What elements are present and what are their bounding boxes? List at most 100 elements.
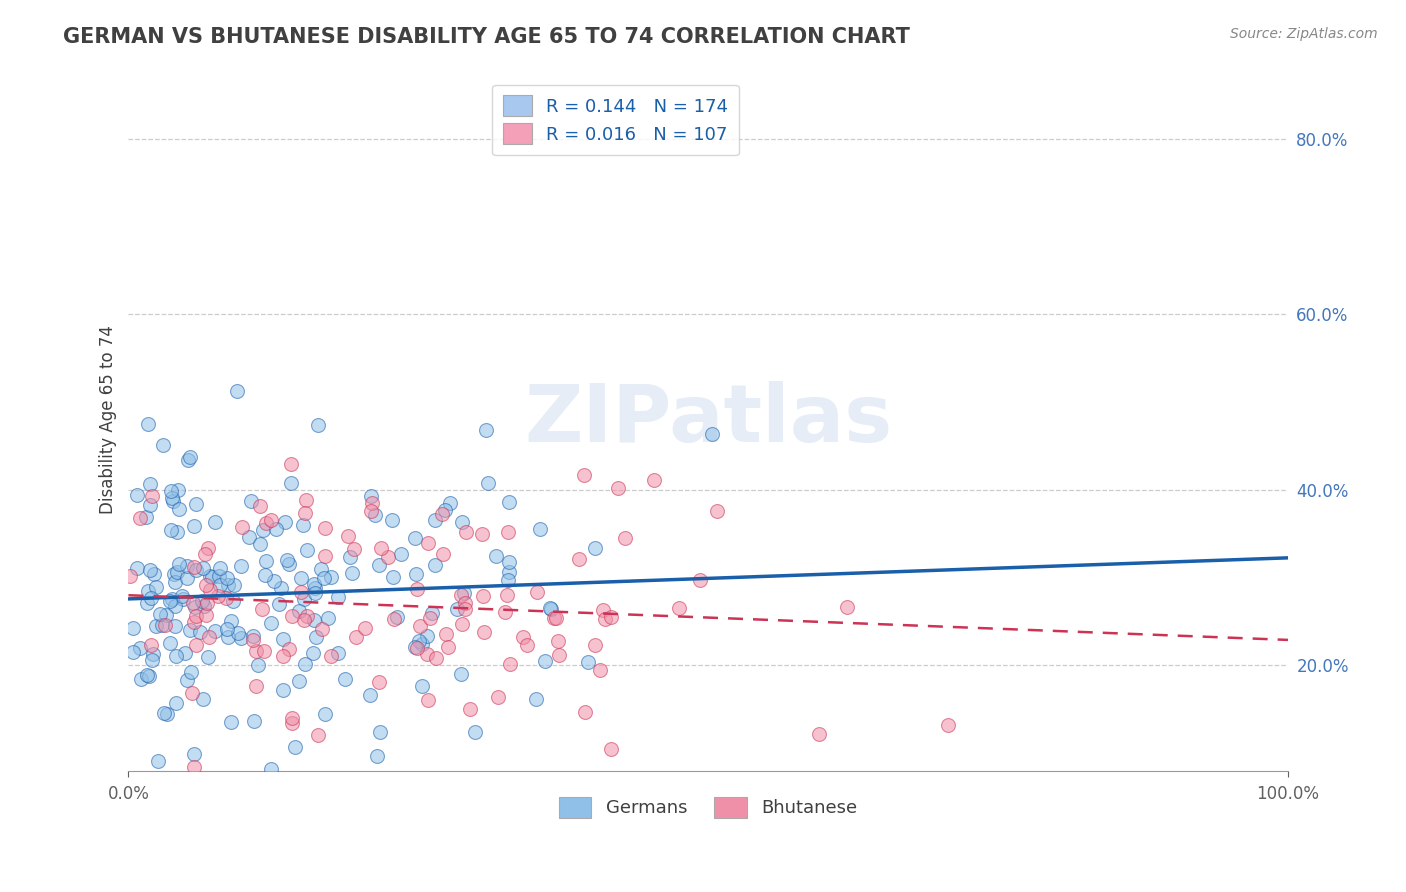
Point [540, 602, 562, 616]
Point [472, 625, 495, 640]
Point [600, 741, 623, 756]
Point [450, 667, 472, 681]
Point [195, 608, 218, 623]
Point [454, 524, 477, 539]
Point [141, 490, 163, 504]
Point [145, 581, 167, 595]
Point [125, 561, 148, 575]
Point [495, 588, 517, 602]
Point [434, 627, 457, 641]
Point [226, 384, 249, 399]
Point [420, 606, 443, 620]
Point [284, 740, 307, 755]
Point [316, 611, 339, 625]
Point [118, 569, 141, 583]
Point [408, 633, 430, 648]
Point [260, 513, 283, 527]
Point [936, 718, 959, 732]
Point [139, 476, 162, 491]
Point [290, 585, 312, 599]
Point [160, 483, 183, 498]
Point [304, 581, 326, 595]
Text: Source: ZipAtlas.com: Source: ZipAtlas.com [1230, 27, 1378, 41]
Point [547, 633, 569, 648]
Point [183, 760, 205, 774]
Point [176, 559, 198, 574]
Point [149, 607, 172, 621]
Point [191, 692, 214, 706]
Point [423, 558, 446, 572]
Point [198, 582, 221, 597]
Point [385, 610, 408, 624]
Point [547, 648, 569, 663]
Point [416, 629, 439, 643]
Point [589, 663, 612, 677]
Point [208, 561, 231, 575]
Point [326, 646, 349, 660]
Point [450, 516, 472, 530]
Legend: Germans, Bhutanese: Germans, Bhutanese [551, 789, 865, 825]
Point [271, 632, 294, 647]
Point [498, 555, 520, 569]
Point [254, 554, 277, 568]
Point [485, 549, 508, 563]
Point [288, 673, 311, 688]
Point [498, 494, 520, 508]
Point [360, 503, 382, 517]
Point [231, 631, 253, 645]
Point [183, 615, 205, 630]
Point [437, 640, 460, 655]
Point [180, 686, 202, 700]
Point [198, 569, 221, 583]
Point [204, 515, 226, 529]
Point [166, 524, 188, 539]
Point [314, 707, 336, 722]
Point [808, 726, 831, 740]
Point [181, 596, 204, 610]
Point [129, 672, 152, 686]
Point [191, 594, 214, 608]
Point [498, 565, 520, 579]
Point [643, 473, 665, 487]
Point [195, 596, 218, 610]
Point [167, 557, 190, 571]
Point [472, 590, 495, 604]
Point [319, 649, 342, 664]
Point [583, 638, 606, 652]
Point [183, 560, 205, 574]
Point [266, 522, 288, 536]
Point [534, 654, 557, 668]
Point [668, 601, 690, 615]
Point [368, 675, 391, 690]
Point [176, 453, 198, 467]
Point [433, 502, 456, 516]
Point [194, 548, 217, 562]
Point [245, 679, 267, 693]
Point [419, 611, 441, 625]
Point [516, 638, 538, 652]
Point [486, 690, 509, 704]
Point [314, 571, 336, 585]
Point [207, 589, 229, 603]
Point [405, 582, 427, 596]
Point [496, 573, 519, 587]
Point [136, 417, 159, 431]
Point [307, 728, 329, 742]
Point [198, 630, 221, 644]
Point [270, 581, 292, 595]
Point [404, 640, 426, 654]
Point [281, 716, 304, 731]
Point [340, 566, 363, 580]
Point [150, 618, 173, 632]
Point [217, 622, 239, 636]
Point [370, 541, 392, 555]
Point [706, 504, 728, 518]
Point [543, 611, 565, 625]
Point [311, 562, 333, 576]
Point [294, 506, 316, 520]
Point [574, 706, 596, 720]
Point [600, 610, 623, 624]
Point [195, 578, 218, 592]
Point [458, 702, 481, 716]
Point [689, 574, 711, 588]
